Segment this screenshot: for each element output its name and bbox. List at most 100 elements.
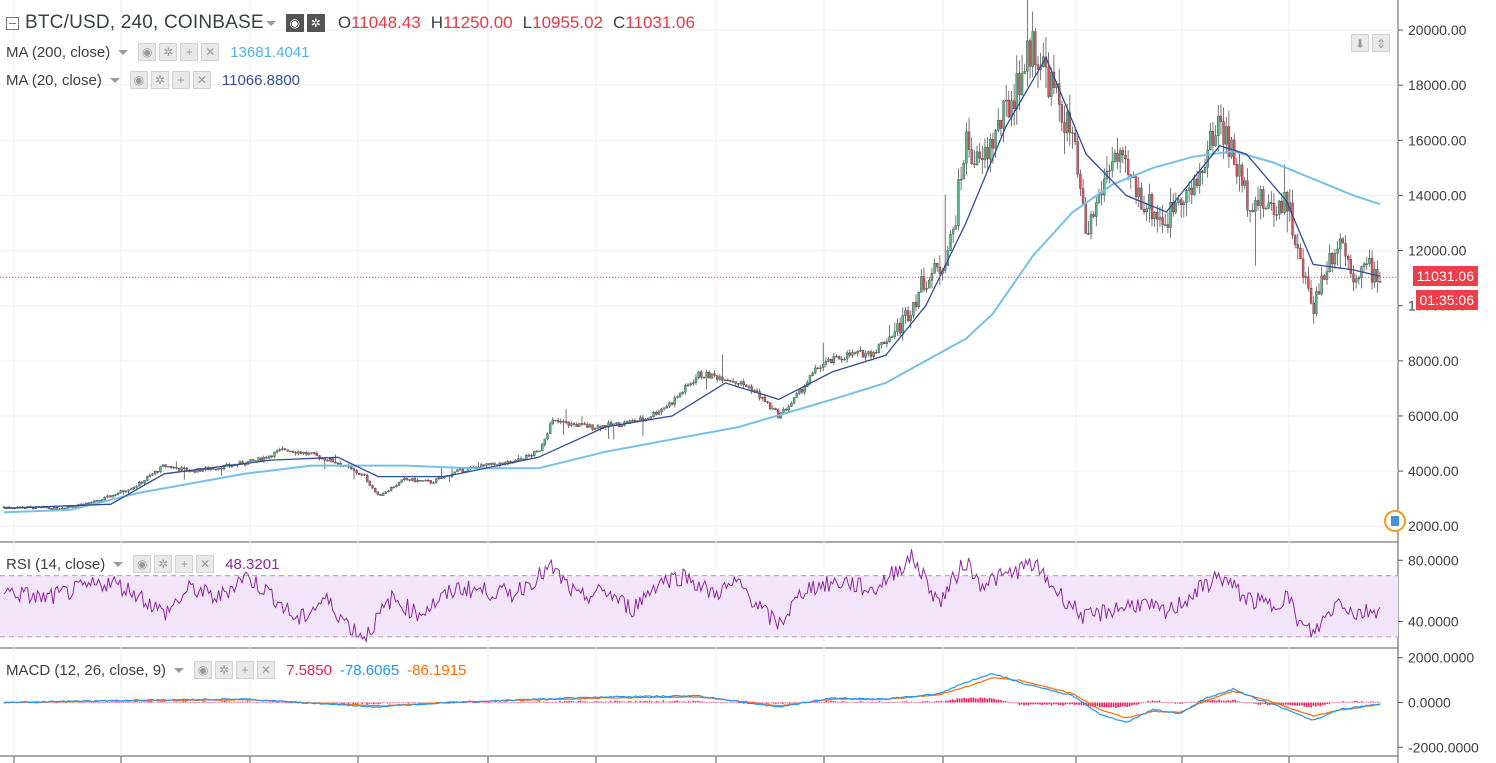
candle-body[interactable]: [917, 292, 920, 308]
candle-body[interactable]: [710, 373, 714, 379]
candle-body[interactable]: [726, 379, 729, 382]
eye-icon[interactable]: ◉: [129, 71, 148, 89]
candle-body[interactable]: [355, 470, 358, 474]
candle-body[interactable]: [543, 438, 547, 445]
candle-body[interactable]: [657, 411, 661, 415]
candle-body[interactable]: [880, 342, 883, 345]
candle-body[interactable]: [363, 474, 366, 476]
candle-body[interactable]: [387, 490, 390, 493]
candle-body[interactable]: [758, 391, 761, 399]
candle-body[interactable]: [1169, 202, 1172, 228]
close-icon[interactable]: ✕: [257, 661, 276, 679]
candle-body[interactable]: [562, 420, 565, 423]
candle-body[interactable]: [538, 450, 541, 452]
candle-body[interactable]: [848, 352, 851, 356]
candle-body[interactable]: [278, 449, 281, 451]
candle-body[interactable]: [936, 262, 939, 268]
candle-body[interactable]: [328, 458, 332, 462]
candle-body[interactable]: [1328, 253, 1331, 272]
candle-body[interactable]: [419, 479, 422, 482]
candle-body[interactable]: [1111, 161, 1114, 171]
candle-body[interactable]: [434, 478, 438, 483]
candle-body[interactable]: [172, 466, 175, 469]
candle-body[interactable]: [148, 475, 152, 478]
candle-body[interactable]: [519, 458, 523, 460]
candle-body[interactable]: [395, 485, 398, 488]
candle-body[interactable]: [259, 457, 263, 462]
candle-body[interactable]: [1140, 187, 1143, 210]
candle-body[interactable]: [1267, 202, 1270, 209]
candle-body[interactable]: [517, 458, 520, 461]
candle-body[interactable]: [530, 455, 533, 457]
candle-body[interactable]: [106, 495, 109, 498]
close-icon[interactable]: ✕: [196, 555, 215, 573]
candle-body[interactable]: [1023, 71, 1026, 74]
candle-body[interactable]: [843, 358, 846, 361]
candle-body[interactable]: [1060, 104, 1064, 123]
candle-body[interactable]: [366, 474, 369, 482]
candle-body[interactable]: [864, 353, 867, 358]
candle-body[interactable]: [930, 273, 934, 281]
candle-body[interactable]: [286, 449, 289, 452]
candle-body[interactable]: [681, 391, 684, 394]
candle-body[interactable]: [103, 497, 106, 501]
candle-body[interactable]: [875, 352, 878, 354]
candle-body[interactable]: [161, 464, 165, 467]
candle-body[interactable]: [1254, 200, 1257, 212]
candle-body[interactable]: [814, 367, 817, 374]
candle-body[interactable]: [368, 481, 372, 486]
candle-body[interactable]: [384, 491, 387, 494]
candle-body[interactable]: [1126, 158, 1130, 175]
candle-body[interactable]: [379, 494, 382, 496]
candle-body[interactable]: [1116, 152, 1119, 162]
candle-body[interactable]: [212, 468, 215, 470]
candle-body[interactable]: [130, 488, 133, 491]
candle-body[interactable]: [551, 419, 555, 425]
candle-body[interactable]: [1225, 126, 1228, 145]
candle-body[interactable]: [527, 454, 531, 457]
candle-body[interactable]: [281, 448, 284, 450]
macd-signal-line[interactable]: [3, 677, 1381, 719]
candle-body[interactable]: [997, 120, 1000, 131]
candle-body[interactable]: [1113, 152, 1117, 162]
candle-body[interactable]: [737, 383, 740, 385]
candle-body[interactable]: [1081, 188, 1085, 204]
candle-body[interactable]: [1248, 210, 1252, 212]
candle-body[interactable]: [729, 379, 732, 382]
candle-body[interactable]: [403, 478, 406, 480]
candle-body[interactable]: [904, 310, 907, 316]
candle-body[interactable]: [888, 336, 891, 343]
candle-body[interactable]: [702, 376, 706, 379]
candle-body[interactable]: [978, 151, 981, 159]
candle-body[interactable]: [1166, 224, 1170, 228]
candle-body[interactable]: [1153, 211, 1156, 220]
candle-body[interactable]: [490, 462, 494, 465]
candle-body[interactable]: [1349, 259, 1353, 274]
candle-body[interactable]: [824, 361, 828, 365]
candle-body[interactable]: [766, 401, 769, 404]
candle-body[interactable]: [114, 494, 117, 497]
candle-body[interactable]: [896, 323, 899, 332]
candle-body[interactable]: [1301, 258, 1305, 278]
candle-body[interactable]: [358, 472, 361, 475]
candle-body[interactable]: [270, 455, 273, 458]
candle-body[interactable]: [575, 424, 578, 427]
candle-body[interactable]: [153, 471, 157, 475]
candle-body[interactable]: [273, 451, 276, 457]
candle-body[interactable]: [1251, 210, 1254, 212]
candle-body[interactable]: [761, 396, 764, 399]
candle-body[interactable]: [1362, 263, 1366, 267]
rsi-pane[interactable]: [0, 549, 1398, 644]
candle-body[interactable]: [501, 462, 504, 464]
candle-body[interactable]: [1020, 73, 1024, 96]
candle-body[interactable]: [845, 352, 849, 360]
candle-body[interactable]: [951, 229, 955, 235]
macd-line[interactable]: [3, 673, 1381, 723]
macd-label[interactable]: MACD (12, 26, close, 9): [6, 661, 167, 679]
candle-body[interactable]: [609, 422, 613, 426]
candle-body[interactable]: [1264, 208, 1268, 210]
candle-body[interactable]: [867, 351, 870, 354]
candle-body[interactable]: [676, 396, 679, 399]
candle-body[interactable]: [214, 468, 218, 471]
candle-body[interactable]: [734, 381, 737, 384]
